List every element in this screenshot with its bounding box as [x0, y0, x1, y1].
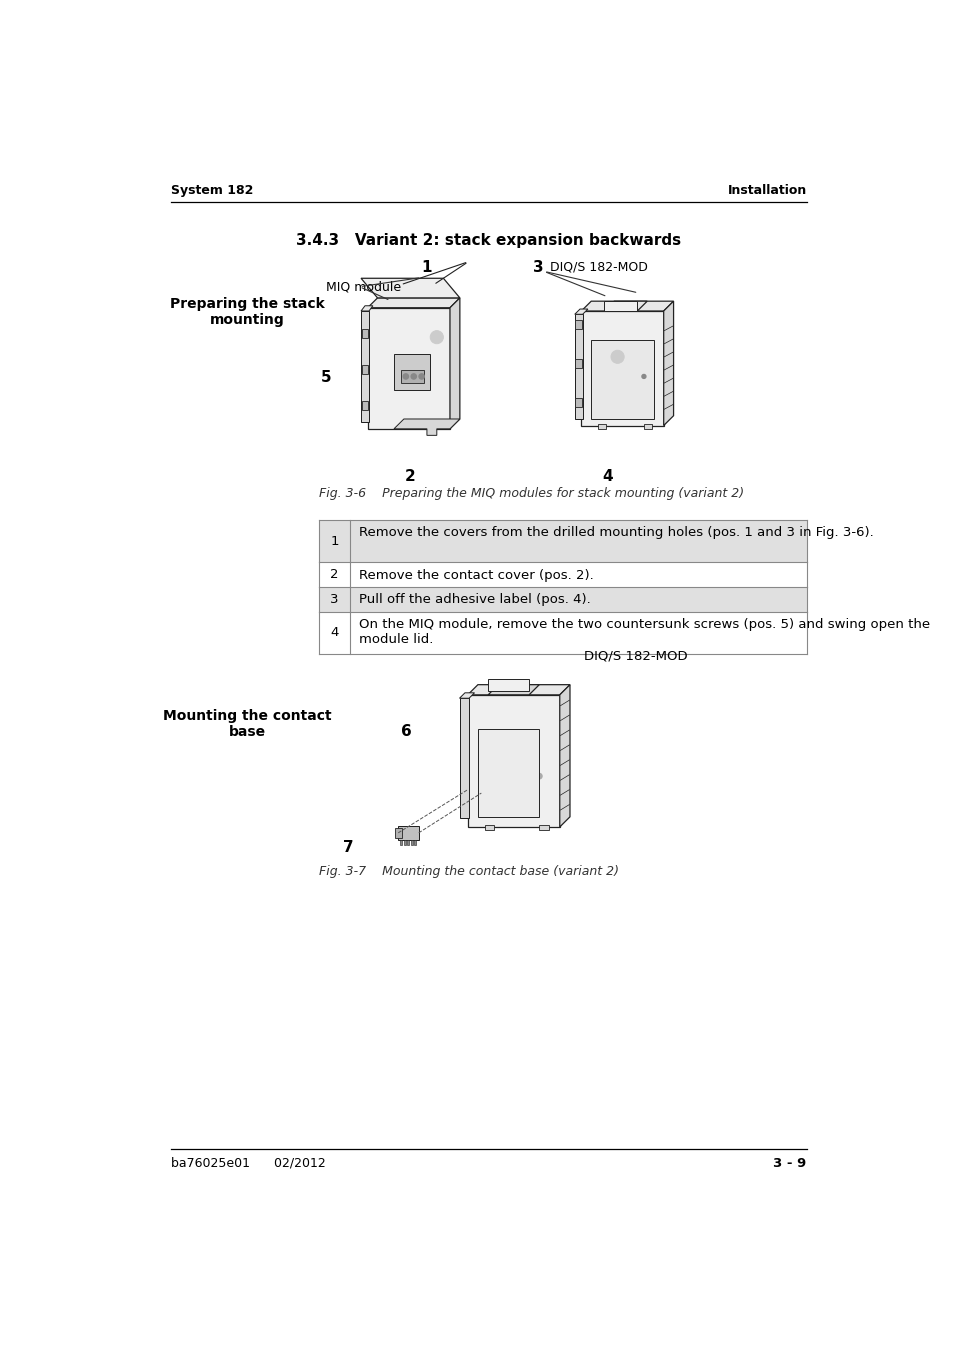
Polygon shape: [360, 310, 369, 423]
Bar: [575, 398, 581, 408]
Bar: [643, 424, 651, 429]
Text: ba76025e01      02/2012: ba76025e01 02/2012: [171, 1157, 326, 1170]
Bar: [361, 401, 368, 410]
Bar: [403, 840, 405, 845]
Bar: [394, 354, 430, 390]
Polygon shape: [580, 301, 673, 310]
Text: 2: 2: [404, 468, 415, 483]
Text: 7: 7: [342, 840, 353, 855]
Text: 3.4.3   Variant 2: stack expansion backwards: 3.4.3 Variant 2: stack expansion backwar…: [296, 232, 680, 248]
Circle shape: [411, 374, 416, 379]
Polygon shape: [360, 278, 459, 298]
Polygon shape: [604, 301, 646, 310]
Text: System 182: System 182: [171, 184, 253, 197]
Text: 5: 5: [320, 370, 332, 385]
Circle shape: [610, 350, 623, 363]
Polygon shape: [394, 418, 459, 435]
Polygon shape: [360, 305, 373, 310]
Text: Remove the covers from the drilled mounting holes (pos. 1 and 3 in Fig. 3-6).: Remove the covers from the drilled mount…: [359, 526, 873, 539]
Bar: [488, 679, 529, 691]
Bar: [319, 587, 806, 612]
Text: Pull off the adhesive label (pos. 4).: Pull off the adhesive label (pos. 4).: [359, 593, 591, 606]
Bar: [410, 840, 412, 845]
Polygon shape: [467, 684, 569, 695]
Polygon shape: [367, 308, 450, 429]
Circle shape: [496, 751, 507, 761]
Bar: [414, 840, 416, 845]
Circle shape: [536, 774, 541, 779]
Circle shape: [403, 374, 408, 379]
Bar: [319, 612, 806, 653]
Text: 4: 4: [330, 626, 338, 640]
Polygon shape: [604, 301, 637, 310]
Polygon shape: [574, 315, 582, 418]
Text: DIQ/S 182-MOD: DIQ/S 182-MOD: [583, 649, 687, 663]
Text: DIQ/S 182-MOD: DIQ/S 182-MOD: [550, 261, 647, 274]
Bar: [481, 776, 505, 796]
Polygon shape: [459, 698, 469, 818]
Text: MIQ module: MIQ module: [326, 281, 401, 293]
Text: 3: 3: [330, 593, 338, 606]
Text: 1: 1: [330, 535, 338, 548]
Circle shape: [641, 374, 645, 378]
Bar: [400, 840, 402, 845]
Polygon shape: [397, 826, 418, 840]
Bar: [395, 828, 401, 838]
Text: Fig. 3-7    Mounting the contact base (variant 2): Fig. 3-7 Mounting the contact base (vari…: [319, 865, 618, 878]
Text: On the MIQ module, remove the two countersunk screws (pos. 5) and swing open the: On the MIQ module, remove the two counte…: [359, 618, 929, 645]
Text: Mounting the contact
base: Mounting the contact base: [163, 709, 331, 738]
Text: 1: 1: [421, 261, 432, 275]
Circle shape: [430, 331, 443, 344]
Polygon shape: [580, 310, 663, 425]
Text: 3 - 9: 3 - 9: [773, 1157, 806, 1170]
Polygon shape: [459, 693, 474, 698]
Text: Remove the contact cover (pos. 2).: Remove the contact cover (pos. 2).: [359, 568, 594, 582]
Polygon shape: [559, 684, 569, 828]
Text: 4: 4: [601, 468, 612, 483]
Bar: [575, 320, 581, 328]
Bar: [575, 359, 581, 369]
Polygon shape: [367, 298, 459, 308]
Bar: [361, 366, 368, 374]
Bar: [407, 840, 409, 845]
Text: 2: 2: [330, 568, 338, 582]
Circle shape: [418, 374, 424, 379]
Bar: [598, 424, 605, 429]
Polygon shape: [488, 684, 538, 695]
Text: 6: 6: [400, 725, 411, 740]
Polygon shape: [450, 298, 459, 429]
Bar: [400, 370, 423, 383]
Bar: [484, 825, 494, 830]
Polygon shape: [663, 301, 673, 425]
Bar: [477, 729, 538, 817]
Polygon shape: [574, 309, 587, 315]
Text: Preparing the stack
mounting: Preparing the stack mounting: [170, 297, 324, 327]
Text: 3: 3: [533, 261, 543, 275]
Polygon shape: [467, 695, 559, 828]
Bar: [538, 825, 548, 830]
Bar: [591, 340, 653, 418]
Bar: [319, 563, 806, 587]
Text: Fig. 3-6    Preparing the MIQ modules for stack mounting (variant 2): Fig. 3-6 Preparing the MIQ modules for s…: [319, 487, 743, 500]
Bar: [319, 520, 806, 563]
Bar: [361, 329, 368, 339]
Text: Installation: Installation: [726, 184, 806, 197]
